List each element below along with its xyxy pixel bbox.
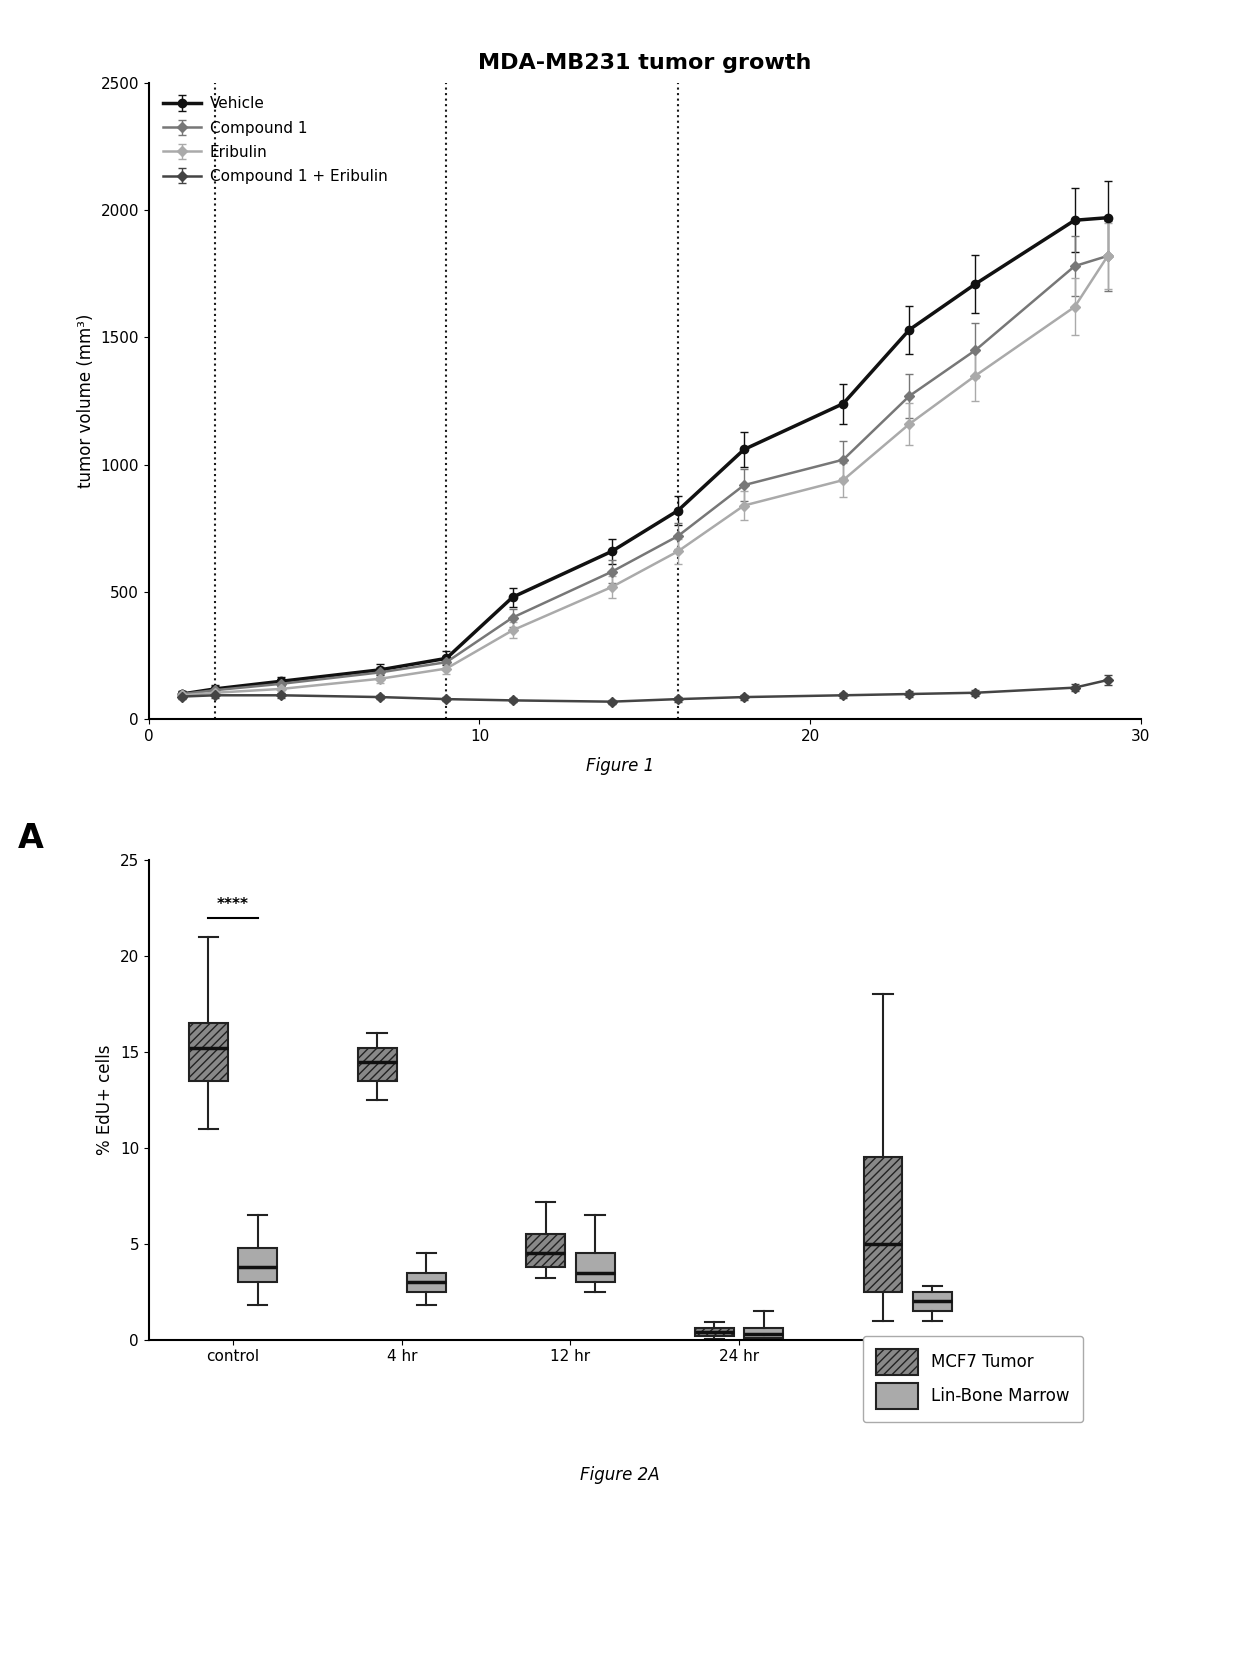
PathPatch shape	[913, 1292, 952, 1312]
Text: Figure 1: Figure 1	[585, 758, 655, 774]
Y-axis label: tumor volume (mm³): tumor volume (mm³)	[77, 314, 95, 488]
PathPatch shape	[744, 1328, 784, 1338]
Y-axis label: % EdU+ cells: % EdU+ cells	[97, 1045, 114, 1154]
PathPatch shape	[407, 1272, 446, 1292]
PathPatch shape	[575, 1254, 615, 1282]
Text: Figure 2A: Figure 2A	[580, 1467, 660, 1484]
Legend: Vehicle, Compound 1, Eribulin, Compound 1 + Eribulin: Vehicle, Compound 1, Eribulin, Compound …	[156, 91, 394, 190]
PathPatch shape	[238, 1247, 278, 1282]
Text: ****: ****	[217, 896, 249, 911]
PathPatch shape	[357, 1049, 397, 1080]
PathPatch shape	[694, 1328, 734, 1336]
PathPatch shape	[188, 1024, 228, 1080]
Title: MDA-MB231 tumor growth: MDA-MB231 tumor growth	[479, 53, 811, 73]
PathPatch shape	[863, 1158, 903, 1292]
PathPatch shape	[526, 1234, 565, 1267]
Text: A: A	[19, 822, 43, 855]
Legend: MCF7 Tumor, Lin-Bone Marrow: MCF7 Tumor, Lin-Bone Marrow	[863, 1336, 1083, 1422]
